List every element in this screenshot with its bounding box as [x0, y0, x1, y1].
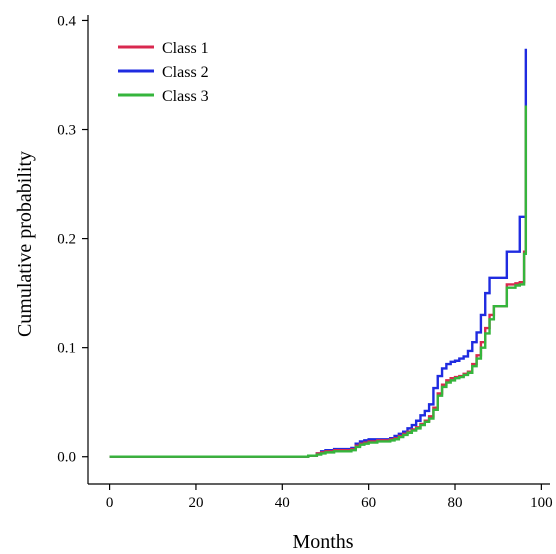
x-tick-label: 0	[106, 495, 114, 511]
y-tick-label: 0.1	[57, 341, 76, 357]
axes: 0 20 40 60 80 100 0.0 0.1 0.2 0.3 0.4	[57, 13, 552, 511]
series-line-class-2	[109, 48, 528, 458]
legend-label: Class 3	[162, 88, 209, 105]
y-tick-label: 0.0	[57, 450, 76, 466]
x-tick-label: 20	[188, 495, 203, 511]
y-axis-title: Cumulative probability	[14, 151, 36, 337]
x-tick-label: 40	[275, 495, 290, 511]
legend-label: Class 2	[162, 64, 209, 81]
y-ticks: 0.0 0.1 0.2 0.3 0.4	[57, 13, 88, 466]
y-tick-label: 0.3	[57, 123, 76, 139]
x-tick-label: 80	[448, 495, 463, 511]
legend-label: Class 1	[162, 40, 209, 57]
y-tick-label: 0.4	[57, 13, 76, 29]
y-tick-label: 0.2	[57, 232, 76, 248]
legend: Class 1 Class 2 Class 3	[118, 40, 209, 105]
x-tick-label: 60	[361, 495, 376, 511]
series-line-class-3	[109, 105, 528, 458]
x-axis-title: Months	[292, 531, 353, 553]
series-layer	[109, 48, 528, 458]
series-line-class-1	[109, 105, 528, 458]
x-tick-label: 100	[530, 495, 553, 511]
x-ticks: 0 20 40 60 80 100	[106, 484, 553, 511]
